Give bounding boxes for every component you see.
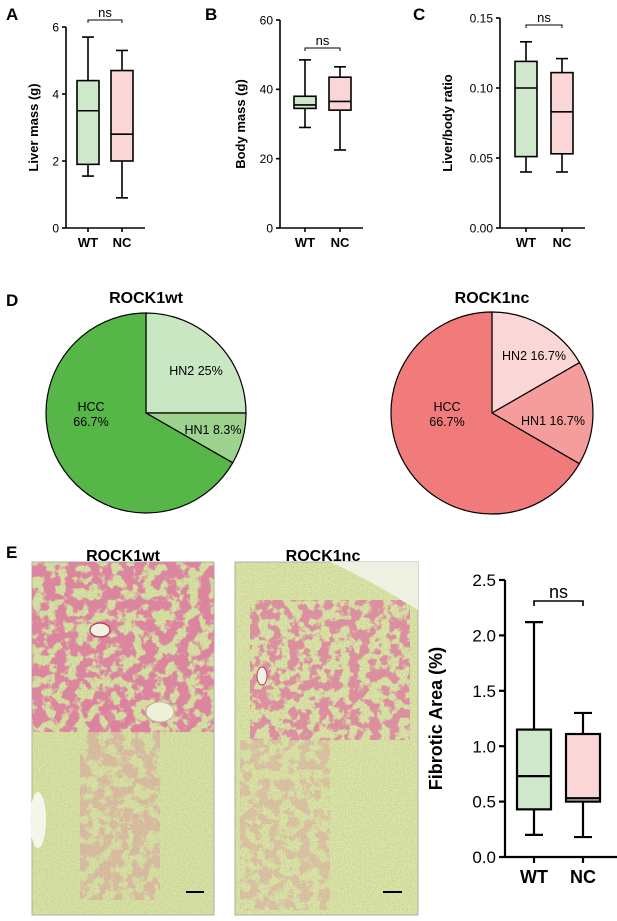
y-tick-label: 4 [52,87,59,101]
y-tick-label: 1.0 [472,737,496,756]
x-category-label: NC [570,867,596,887]
box-plot-fibrotic-area: 0.0 0.5 1.0 1.5 2.0 2.5 WT NC Fibrotic Area (%) n… [426,571,617,887]
pie-slice [145,312,247,414]
x-category-label: WT [516,235,536,250]
pie-slice-label: HCC [77,400,104,414]
box-iqr [564,732,602,803]
box-nc [550,57,574,173]
box-nc [328,66,352,151]
micrograph-rock1wt [30,561,215,916]
y-tick-label: 0 [266,221,273,235]
box-nc [564,711,602,839]
box-iqr [514,60,538,158]
box-plot-liver-mass: 0 2 4 6 WT NC Liver mass (g) ns [26,5,145,250]
panel-label-e: E [6,543,17,562]
significance-label: ns [98,5,112,20]
pie-slice-label: HN2 25% [169,364,223,378]
panel-label-a: A [6,5,18,24]
y-axis-label: Liver mass (g) [26,83,41,171]
x-category-label: NC [113,235,132,250]
box-wt [515,621,553,836]
box-iqr [328,76,352,111]
y-tick-label: 0.10 [470,81,494,95]
y-tick-label: 2 [52,154,59,168]
pie-slice-value: 66.7% [429,415,464,429]
pie-slice [390,311,581,515]
y-tick-label: 2.0 [472,627,496,646]
pie-title: ROCK1wt [109,290,183,307]
significance-bracket [87,19,123,23]
y-tick-label: 0 [52,221,59,235]
pie-slice [490,361,594,465]
pie-slice-label: HN1 16.7% [521,414,585,428]
box-plot-liver-body-ratio: 0.00 0.05 0.10 0.15 WT NC Liver/body ratio ns [440,10,585,250]
box-iqr [515,728,553,811]
x-category-label: WT [78,235,98,250]
panel-label-c: C [413,5,425,24]
x-category-label: WT [295,235,315,250]
box-wt [514,40,538,173]
panel-label-d: D [6,291,18,310]
y-tick-label: 40 [260,83,274,97]
y-axis-label: Body mass (g) [233,79,248,169]
significance-label: ns [316,33,330,48]
x-category-label: WT [520,867,548,887]
pie-title: ROCK1nc [455,290,530,307]
y-axis-label: Fibrotic Area (%) [426,647,446,790]
y-tick-label: 60 [260,13,274,27]
y-tick-label: 0.00 [470,221,494,235]
y-tick-label: 1.5 [472,682,496,701]
y-tick-label: 6 [52,20,59,34]
box-iqr [550,71,574,155]
pie-slice-label: HN1 8.3% [185,423,242,437]
box-nc [110,49,134,199]
y-tick-label: 2.5 [472,571,496,590]
x-category-label: NC [553,235,572,250]
y-tick-label: 0.5 [472,793,496,812]
y-axis-label: Liver/body ratio [440,74,455,172]
y-tick-label: 20 [260,152,274,166]
pie-slice-label: HN2 16.7% [502,349,566,363]
pie-slice [45,312,234,514]
micrograph-title-wt: ROCK1wt [86,548,160,565]
significance-bracket [525,24,563,28]
significance-label: ns [549,582,568,602]
box-iqr [293,95,317,110]
panel-label-b: B [205,5,217,24]
micrograph-title-nc: ROCK1nc [286,548,361,565]
pie-slice [491,311,581,415]
y-tick-label: 0.15 [470,11,494,25]
y-tick-label: 0.05 [470,151,494,165]
x-category-label: NC [331,235,350,250]
pie-slice-value: 66.7% [73,415,108,429]
y-tick-label: 0.0 [472,848,496,867]
pie-slice-label: HCC [433,400,460,414]
significance-label: ns [537,10,551,25]
significance-bracket [533,600,584,606]
box-plot-body-mass: 0 20 40 60 WT NC Body mass (g) ns [233,13,363,250]
micrograph-rock1nc [234,561,419,916]
box-wt [76,36,100,177]
box-wt [293,59,317,129]
box-iqr [76,79,100,166]
significance-bracket [304,47,341,51]
box-iqr [110,69,134,162]
